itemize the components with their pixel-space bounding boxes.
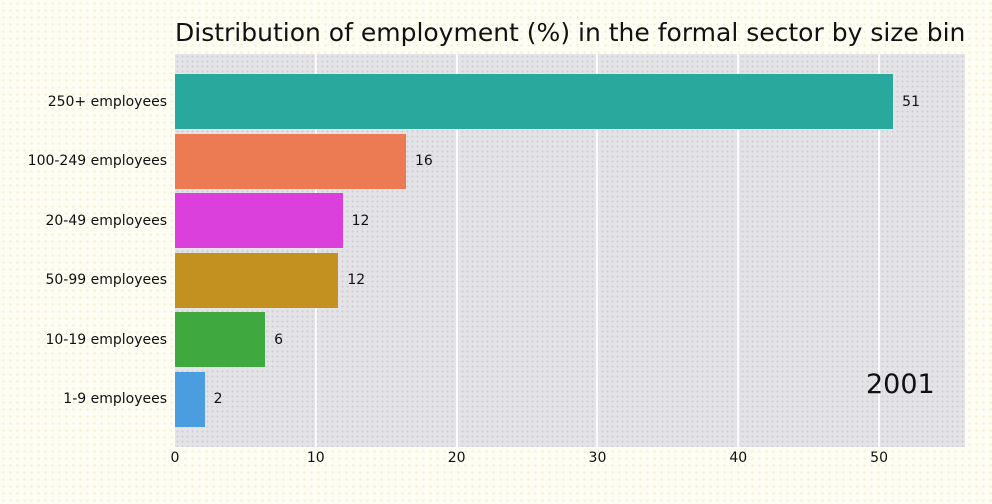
gridline-x-50	[878, 54, 881, 447]
x-tick-label-50: 50	[870, 450, 889, 466]
bar-value-label: 12	[347, 272, 366, 288]
category-label-1-9-employees: 1-9 employees	[63, 391, 167, 407]
bar-20-49-employees	[175, 193, 343, 248]
category-label-100-249-employees: 100-249 employees	[27, 153, 167, 169]
bar-1-9-employees	[175, 371, 205, 427]
gridline-x-40	[737, 54, 740, 447]
bar-10-19-employees	[175, 312, 266, 367]
bar-value-label: 16	[414, 153, 433, 169]
gridline-x-20	[455, 54, 458, 447]
bar-value-label: 12	[351, 212, 370, 229]
bar-value-label: 6	[274, 331, 284, 348]
year-annotation: 2001	[866, 369, 935, 400]
bar-value-label: 2	[213, 391, 223, 407]
x-tick-label-20: 20	[447, 450, 466, 466]
category-label-10-19-employees: 10-19 employees	[45, 331, 167, 348]
x-tick-label-40: 40	[729, 450, 748, 466]
category-label-50-99-employees: 50-99 employees	[45, 272, 167, 288]
bar-50-99-employees	[175, 252, 339, 308]
gridline-x-30	[596, 54, 599, 447]
plot-area: 51 16 12 12 6 2	[175, 54, 965, 447]
chart-title: Distribution of employment (%) in the fo…	[175, 18, 966, 47]
x-tick-label-10: 10	[306, 450, 325, 466]
category-label-250-employees: 250+ employees	[47, 93, 167, 110]
x-tick-label-30: 30	[588, 450, 607, 466]
x-tick-label-0: 0	[170, 450, 180, 466]
category-label-20-49-employees: 20-49 employees	[45, 212, 167, 229]
gridline-x-10	[314, 54, 317, 447]
bar-100-249-employees	[175, 133, 406, 189]
bar-value-label: 51	[902, 93, 920, 110]
bar-250-employees	[175, 74, 894, 129]
